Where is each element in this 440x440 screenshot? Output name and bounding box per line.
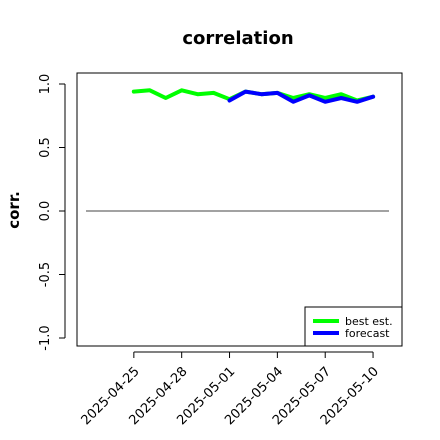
legend-label: forecast <box>345 327 390 340</box>
legend: best est.forecast <box>304 306 403 347</box>
chart-title: correlation <box>182 28 293 49</box>
y-tick-label: 0.5 <box>38 137 53 158</box>
y-tick-label: -0.5 <box>38 262 53 287</box>
y-axis: -1.0 -0.5 0.0 0.5 1.0 <box>38 74 66 351</box>
y-axis-label: corr. <box>5 191 23 229</box>
y-tick-label: -1.0 <box>38 325 53 350</box>
legend-label: best est. <box>345 315 393 328</box>
x-axis: 2025-04-252025-04-282025-05-012025-05-04… <box>79 351 382 428</box>
y-tick-label: 0.0 <box>38 201 53 222</box>
series-line-forecast <box>227 89 376 104</box>
plot-frame <box>76 72 403 347</box>
series-layer <box>131 88 376 104</box>
y-tick-label: 1.0 <box>38 74 53 95</box>
legend-box <box>304 306 403 347</box>
